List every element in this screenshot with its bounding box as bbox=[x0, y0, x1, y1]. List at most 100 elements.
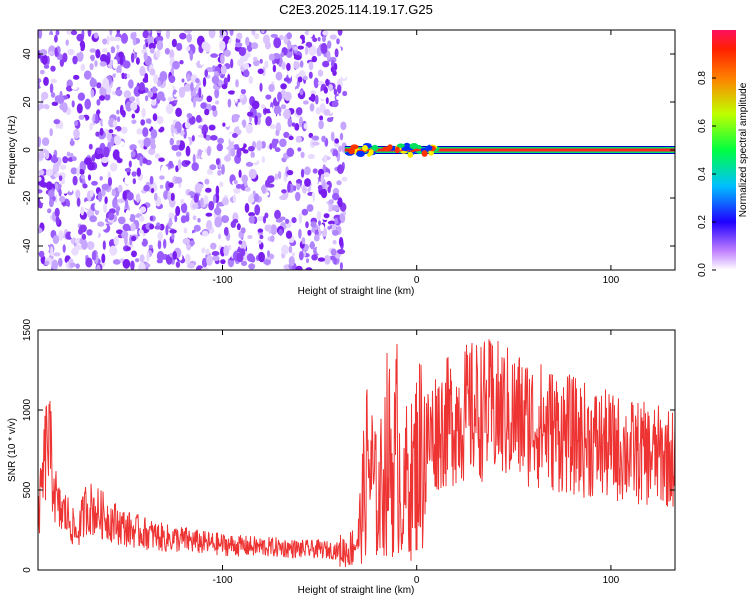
heatmap-cell bbox=[130, 150, 136, 158]
heatmap-cell bbox=[339, 262, 343, 270]
heatmap-cell bbox=[232, 194, 236, 204]
heatmap-cell bbox=[295, 88, 300, 94]
heatmap-cell bbox=[223, 245, 230, 257]
heatmap-cell bbox=[286, 147, 295, 157]
heatmap-cell bbox=[273, 37, 282, 49]
snr-series-line bbox=[38, 339, 675, 568]
heatmap-cell bbox=[175, 107, 183, 118]
heatmap-cell bbox=[136, 128, 143, 135]
heatmap-cell bbox=[119, 150, 124, 159]
heatmap-cell bbox=[155, 180, 163, 186]
heatmap-cell bbox=[342, 90, 348, 97]
heatmap-cell bbox=[242, 63, 250, 70]
band-blob bbox=[368, 149, 374, 156]
heatmap-cell bbox=[107, 177, 113, 187]
heatmap-cell bbox=[321, 135, 326, 143]
heatmap-cell bbox=[297, 76, 303, 83]
heatmap-cell bbox=[110, 46, 116, 54]
heatmap-cell bbox=[223, 35, 230, 41]
heatmap-cell bbox=[220, 65, 227, 75]
heatmap-cell bbox=[89, 48, 97, 53]
heatmap-cell bbox=[191, 135, 195, 142]
heatmap-cell bbox=[50, 65, 56, 72]
heatmap-cell bbox=[287, 182, 291, 193]
heatmap-cell bbox=[297, 45, 305, 50]
heatmap-cell bbox=[236, 32, 243, 40]
heatmap-cell bbox=[315, 94, 319, 105]
heatmap-cell bbox=[303, 100, 309, 105]
heatmap-cell bbox=[79, 238, 84, 245]
heatmap-cell bbox=[221, 215, 230, 224]
heatmap-cell bbox=[109, 36, 115, 42]
heatmap-cell bbox=[70, 231, 75, 239]
heatmap-cell bbox=[172, 60, 180, 70]
heatmap-cell bbox=[103, 146, 110, 158]
heatmap-cell bbox=[101, 156, 109, 164]
heatmap-cell bbox=[38, 189, 43, 194]
heatmap-cell bbox=[168, 217, 173, 227]
heatmap-cell bbox=[247, 87, 255, 95]
heatmap-cell bbox=[294, 203, 299, 212]
heatmap-cell bbox=[215, 100, 220, 105]
heatmap-cell bbox=[248, 75, 254, 84]
heatmap-cell bbox=[59, 195, 66, 203]
heatmap-cell bbox=[268, 132, 273, 137]
heatmap-cell bbox=[117, 116, 121, 123]
heatmap-cell bbox=[122, 259, 131, 269]
heatmap-cell bbox=[305, 267, 313, 270]
heatmap-cell bbox=[131, 235, 137, 242]
heatmap-cell bbox=[76, 51, 84, 62]
heatmap-cell bbox=[170, 192, 175, 201]
snr-y-ticks: 0 500 1000 1500 bbox=[22, 318, 675, 573]
heatmap-cell bbox=[332, 229, 339, 236]
heatmap-cell bbox=[323, 172, 330, 178]
heatmap-cell bbox=[239, 124, 244, 131]
heatmap-cell bbox=[151, 255, 158, 263]
heatmap-cell bbox=[251, 100, 260, 110]
heatmap-cell bbox=[239, 94, 244, 100]
heatmap-cell bbox=[191, 232, 199, 239]
heatmap-cell bbox=[337, 248, 346, 255]
y-tick-label: 500 bbox=[22, 481, 33, 498]
heatmap-cell bbox=[286, 62, 291, 71]
heatmap-cell bbox=[232, 114, 241, 119]
heatmap-cell bbox=[163, 190, 169, 200]
heatmap-cell bbox=[295, 107, 303, 116]
heatmap-cell bbox=[142, 127, 149, 138]
heatmap-cell bbox=[108, 208, 116, 215]
heatmap-cell bbox=[203, 195, 209, 205]
heatmap-cell bbox=[96, 82, 102, 89]
heatmap-cell bbox=[133, 86, 141, 97]
colorbar-tick-label: 0.4 bbox=[697, 167, 708, 181]
heatmap-cell bbox=[122, 60, 131, 69]
heatmap-cell bbox=[104, 196, 108, 204]
heatmap-cell bbox=[310, 175, 319, 186]
heatmap-cell bbox=[205, 187, 212, 193]
heatmap-cell bbox=[112, 120, 117, 128]
heatmap-cell bbox=[179, 32, 187, 40]
heatmap-cell bbox=[291, 122, 296, 127]
heatmap-cell bbox=[268, 84, 275, 92]
heatmap-cell bbox=[131, 64, 139, 71]
heatmap-cell bbox=[52, 235, 60, 245]
heatmap-cell bbox=[91, 180, 98, 186]
heatmap-cell bbox=[135, 97, 140, 103]
heatmap-cell bbox=[115, 72, 122, 83]
heatmap-cell bbox=[312, 141, 320, 146]
heatmap-cell bbox=[209, 135, 218, 141]
heatmap-cell bbox=[139, 233, 144, 243]
heatmap-cell bbox=[51, 101, 59, 107]
heatmap-cell bbox=[75, 189, 81, 199]
heatmap-cell bbox=[329, 34, 337, 40]
heatmap-cell bbox=[245, 161, 254, 167]
heatmap-cell bbox=[54, 47, 58, 58]
heatmap-cell bbox=[82, 183, 88, 189]
heatmap-cell bbox=[141, 158, 148, 164]
heatmap-cell bbox=[337, 197, 343, 208]
heatmap-cell bbox=[285, 218, 290, 224]
heatmap-cell bbox=[309, 196, 313, 202]
heatmap-cell bbox=[171, 38, 177, 48]
heatmap-cell bbox=[99, 176, 103, 181]
heatmap-cell bbox=[42, 104, 50, 110]
x-tick-label: 100 bbox=[603, 275, 620, 286]
